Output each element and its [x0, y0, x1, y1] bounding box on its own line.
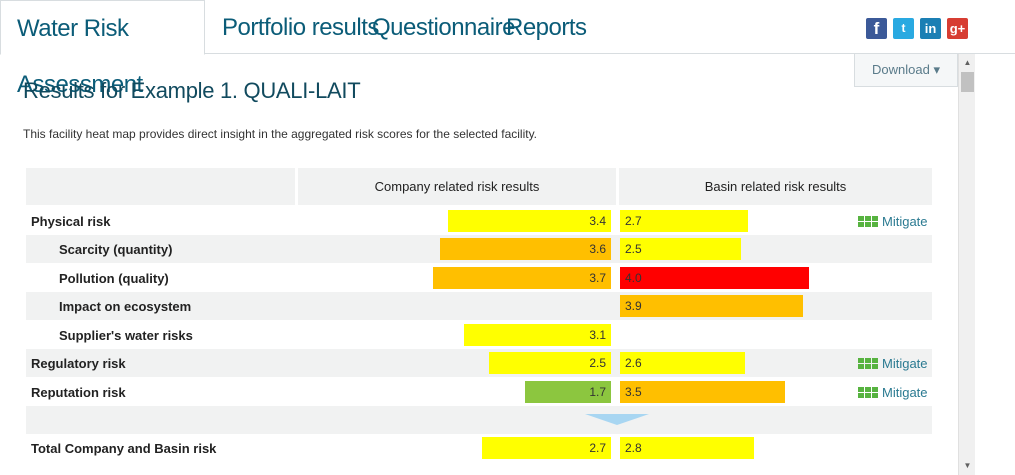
expand-arrow-icon[interactable] [585, 414, 649, 425]
grid-icon [858, 216, 878, 227]
vertical-scrollbar[interactable]: ▲ ▼ [958, 54, 975, 475]
mitigate-label: Mitigate [882, 214, 928, 229]
company-bar-total: 2.7 [482, 437, 611, 459]
company-bar-scarcity: 3.6 [440, 238, 611, 260]
header-label-cell [26, 168, 295, 205]
basin-bar-ecosystem: 3.9 [620, 295, 803, 317]
twitter-icon[interactable]: t [893, 18, 914, 39]
tab-water-risk-assessment[interactable]: Water Risk Assessment [0, 0, 205, 98]
scroll-up-arrow-icon[interactable]: ▲ [963, 58, 972, 67]
row-label-regulatory: Regulatory risk [31, 356, 126, 371]
grid-icon [858, 358, 878, 369]
mitigate-reputation-link[interactable]: Mitigate [858, 385, 928, 400]
row-stripe [26, 349, 932, 377]
header-basin-cell [619, 168, 932, 205]
scroll-down-arrow-icon[interactable]: ▼ [963, 461, 972, 470]
intro-text: This facility heat map provides direct i… [23, 127, 538, 141]
basin-bar-total: 2.8 [620, 437, 754, 459]
company-bar-pollution: 3.7 [433, 267, 611, 289]
mitigate-label: Mitigate [882, 385, 928, 400]
facebook-icon[interactable]: f [866, 18, 887, 39]
mitigate-regulatory-link[interactable]: Mitigate [858, 356, 928, 371]
row-label-physical-risk: Physical risk [31, 214, 111, 229]
top-navigation: Water Risk Assessment Portfolio results … [0, 0, 1015, 98]
header-company-cell [298, 168, 616, 205]
header-basin-results: Basin related risk results [704, 179, 847, 194]
basin-bar-pollution: 4.0 [620, 267, 809, 289]
basin-bar-regulatory: 2.6 [620, 352, 745, 374]
row-label-reputation: Reputation risk [31, 385, 126, 400]
row-label-ecosystem: Impact on ecosystem [59, 299, 192, 314]
company-bar-regulatory: 2.5 [489, 352, 611, 374]
tab-questionnaire[interactable]: Questionnaire [372, 14, 515, 41]
google-plus-icon[interactable]: g+ [947, 18, 968, 39]
company-bar-physical: 3.4 [448, 210, 611, 232]
row-label-supplier: Supplier's water risks [59, 328, 193, 343]
row-label-pollution: Pollution (quality) [59, 271, 169, 286]
page-title: Results for Example 1. QUALI-LAIT [23, 78, 361, 103]
company-bar-reputation: 1.7 [525, 381, 611, 403]
scroll-thumb[interactable] [961, 72, 974, 92]
row-label-scarcity: Scarcity (quantity) [59, 242, 173, 257]
grid-icon [858, 387, 878, 398]
row-stripe [26, 406, 932, 434]
tab-reports[interactable]: Reports [506, 14, 587, 41]
download-button[interactable]: Download ▾ [854, 54, 958, 87]
basin-bar-scarcity: 2.5 [620, 238, 741, 260]
basin-bar-physical: 2.7 [620, 210, 748, 232]
mitigate-physical-link[interactable]: Mitigate [858, 214, 928, 229]
linkedin-icon[interactable]: in [920, 18, 941, 39]
basin-bar-reputation: 3.5 [620, 381, 785, 403]
tab-portfolio-results[interactable]: Portfolio results [222, 14, 379, 41]
header-company-results: Company related risk results [374, 179, 540, 194]
mitigate-label: Mitigate [882, 356, 928, 371]
company-bar-supplier: 3.1 [464, 324, 611, 346]
row-label-total: Total Company and Basin risk [31, 441, 217, 456]
